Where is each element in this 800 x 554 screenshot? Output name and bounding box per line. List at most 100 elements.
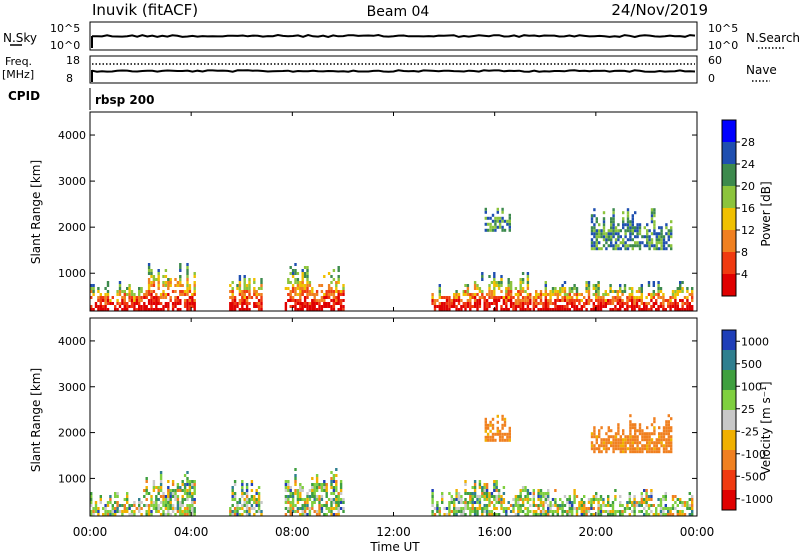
power-cell	[646, 223, 649, 227]
velocity-cell	[337, 513, 340, 516]
power-cell	[648, 244, 651, 248]
power-cell	[241, 296, 244, 299]
velocity-cell	[296, 501, 300, 504]
power-cell	[231, 287, 234, 290]
velocity-cell	[308, 513, 312, 516]
velocity-cell	[159, 471, 163, 474]
velocity-cell	[573, 495, 576, 498]
power-cell	[539, 302, 543, 305]
power-cell	[622, 226, 625, 230]
velocity-cell	[179, 501, 182, 504]
velocity-cell	[318, 504, 321, 507]
power-cell	[561, 284, 564, 287]
velocity-cell	[629, 435, 632, 439]
velocity-cell	[457, 501, 461, 504]
velocity-cell	[638, 504, 641, 507]
power-cell	[313, 305, 316, 308]
power-cell	[519, 305, 522, 308]
velocity-cell	[495, 495, 498, 498]
velocity-cell	[109, 498, 112, 501]
velocity-cell	[241, 489, 244, 492]
velocity-cell	[622, 450, 625, 454]
power-cell	[600, 229, 603, 233]
power-cell	[664, 308, 667, 311]
velocity-cell	[233, 513, 237, 516]
time-tick-label: 20:00	[579, 525, 614, 539]
power-cell	[662, 293, 665, 296]
power-cell	[498, 216, 502, 220]
power-cell	[643, 305, 646, 308]
velocity-cell	[662, 429, 666, 433]
velocity-cell	[323, 486, 326, 489]
velocity-cell	[640, 510, 643, 513]
power-cell	[529, 308, 532, 311]
power-cell	[448, 296, 451, 299]
velocity-cell	[629, 450, 632, 454]
power-cell	[303, 287, 307, 290]
power-cell	[150, 284, 153, 287]
power-cell	[686, 287, 689, 290]
power-cell	[106, 293, 110, 296]
power-cell	[289, 281, 292, 284]
velocity-cell	[554, 510, 557, 513]
power-cell	[306, 266, 309, 269]
power-cell	[289, 290, 292, 293]
power-cell	[308, 290, 312, 293]
power-cell	[501, 225, 504, 229]
velocity-cell	[337, 504, 340, 507]
power-cell	[296, 299, 300, 302]
velocity-cell	[332, 498, 336, 501]
velocity-cell	[667, 513, 670, 516]
power-cell	[537, 302, 540, 305]
velocity-cell	[145, 489, 148, 492]
power-cell	[147, 281, 151, 284]
velocity-cell	[250, 495, 254, 498]
power-cell	[653, 214, 656, 218]
power-cell	[448, 302, 451, 305]
velocity-cell	[629, 447, 632, 451]
velocity-cell	[498, 432, 502, 436]
power-cell	[517, 293, 520, 296]
velocity-cell	[495, 507, 498, 510]
velocity-cell	[571, 504, 574, 507]
power-cell	[505, 290, 508, 293]
power-cell	[670, 247, 673, 251]
power-cell	[631, 220, 634, 224]
power-cell	[503, 219, 507, 223]
velocity-cell	[521, 486, 525, 489]
velocity-cell	[255, 501, 258, 504]
power-cell	[323, 305, 326, 308]
velocity-cell	[493, 483, 496, 486]
power-cell	[147, 278, 151, 281]
power-cell	[484, 228, 487, 232]
velocity-cell	[453, 498, 456, 501]
power-cell	[94, 305, 98, 308]
velocity-cell	[599, 495, 603, 498]
velocity-cell	[650, 441, 654, 445]
velocity-cell	[681, 510, 684, 513]
velocity-cell	[260, 510, 263, 513]
velocity-cell	[491, 423, 495, 427]
power-cell	[597, 284, 600, 287]
power-cell	[590, 226, 594, 230]
power-cell	[306, 278, 309, 281]
power-cell	[243, 281, 246, 284]
power-cell	[681, 287, 684, 290]
freq-tick-bottom: 8	[66, 72, 73, 85]
power-cell	[342, 308, 345, 311]
velocity-cell	[176, 504, 180, 507]
power-cell	[301, 287, 304, 290]
power-cell	[519, 287, 522, 290]
velocity-cell	[665, 447, 668, 451]
power-cell	[691, 296, 694, 299]
velocity-cell	[167, 495, 170, 498]
velocity-cell	[524, 489, 527, 492]
velocity-cell	[495, 486, 498, 489]
power-cell	[318, 302, 321, 305]
power-cell	[486, 216, 490, 220]
velocity-cell	[493, 498, 496, 501]
velocity-cell	[128, 513, 131, 516]
power-cell	[301, 290, 304, 293]
velocity-cell	[145, 504, 148, 507]
